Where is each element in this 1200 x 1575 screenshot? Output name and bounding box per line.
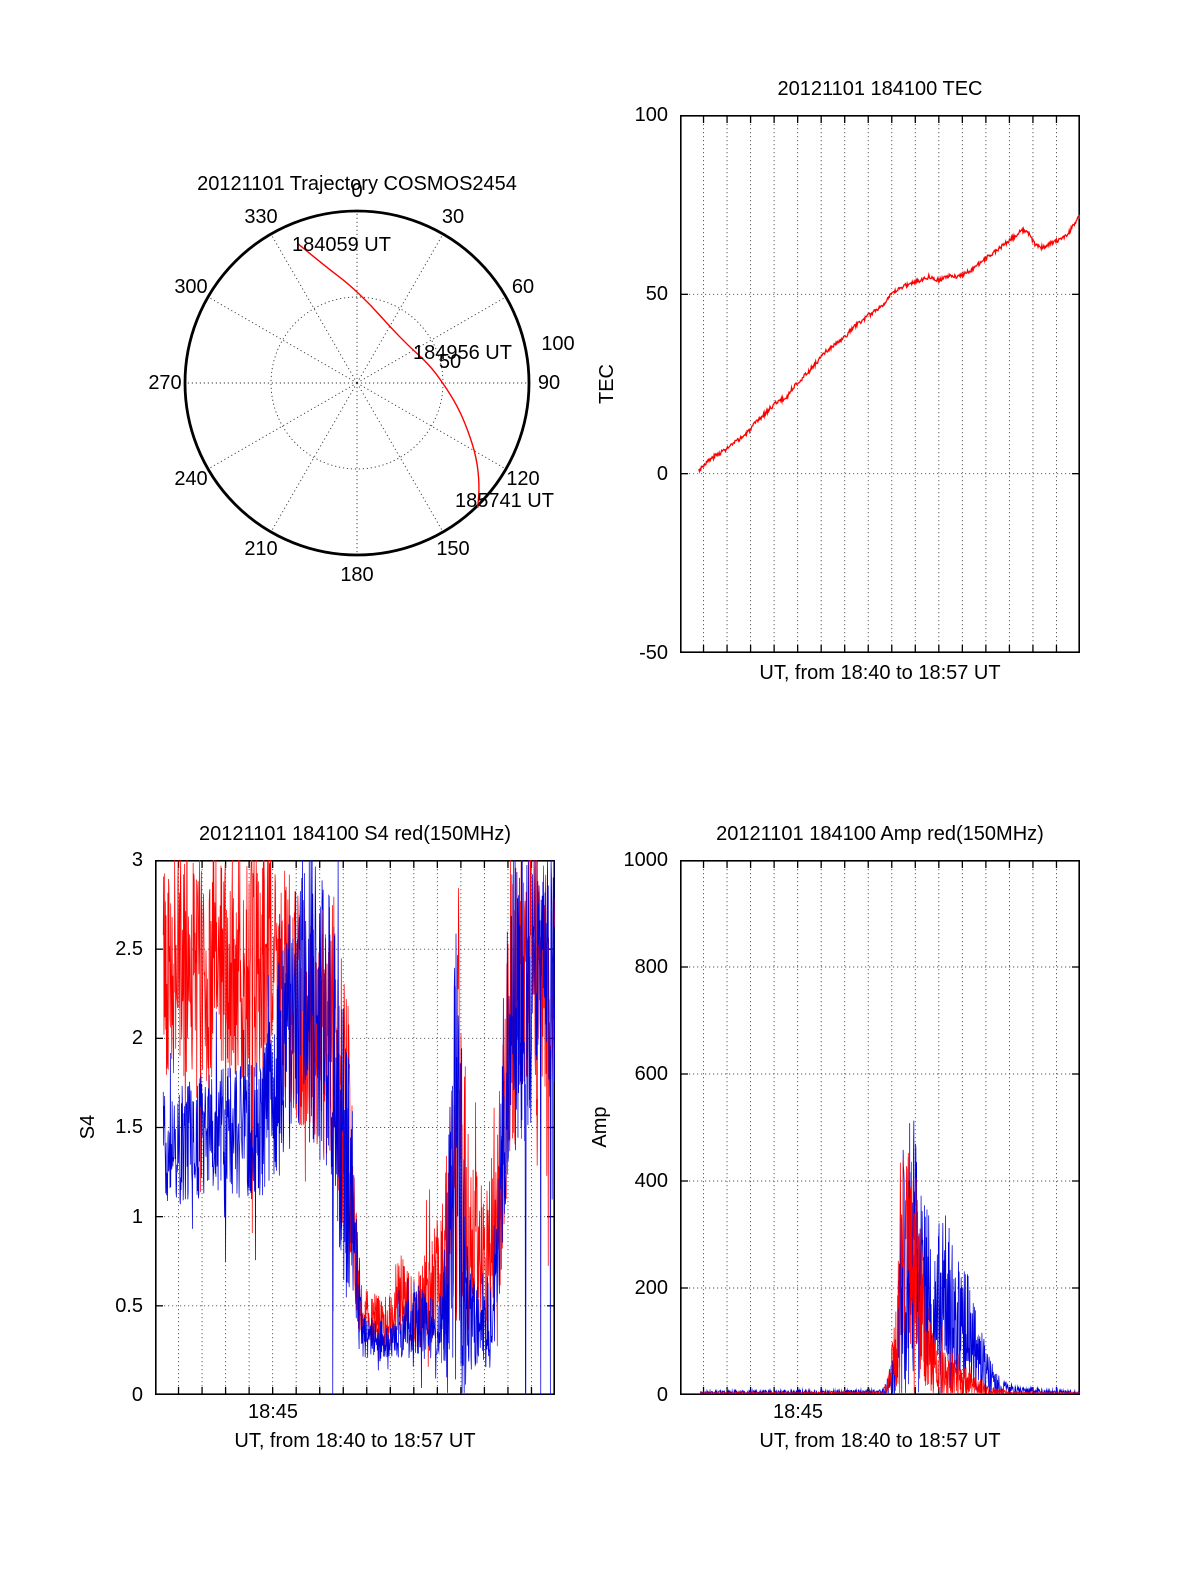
tec-ytick-neg50: -50 bbox=[639, 642, 668, 664]
polar-azimuth-label-120: 120 bbox=[506, 468, 540, 490]
tec-ylabel: TEC bbox=[596, 364, 618, 404]
amp-ytick-600: 600 bbox=[634, 1063, 668, 1085]
polar-azimuth-label-180: 180 bbox=[340, 564, 374, 586]
trajectory-annotation-mid: 184956 UT bbox=[413, 342, 512, 364]
polar-azimuth-label-60: 60 bbox=[511, 276, 535, 298]
tec-canvas bbox=[680, 115, 1080, 653]
s4-ytick-1_5: 1.5 bbox=[115, 1116, 143, 1138]
polar-azimuth-label-270: 270 bbox=[148, 372, 182, 394]
tec-ytick-100: 100 bbox=[634, 104, 668, 126]
s4-xlabel: UT, from 18:40 to 18:57 UT bbox=[234, 1430, 476, 1452]
s4-ytick-1: 1 bbox=[131, 1206, 143, 1228]
s4-canvas bbox=[155, 860, 555, 1395]
polar-azimuth-label-210: 210 bbox=[244, 538, 278, 560]
trajectory-annotation-start: 184059 UT bbox=[292, 234, 391, 256]
amp-xlabel: UT, from 18:40 to 18:57 UT bbox=[759, 1430, 1001, 1452]
amp-ylabel: Amp bbox=[589, 1106, 611, 1148]
tec-ytick-50: 50 bbox=[645, 283, 668, 305]
amp-ytick-0: 0 bbox=[656, 1384, 668, 1406]
tec-ytick-0: 0 bbox=[656, 463, 668, 485]
polar-radial-label-50: 50 bbox=[438, 351, 462, 373]
s4-xtick-1845: 18:45 bbox=[247, 1401, 299, 1423]
amp-ytick-400: 400 bbox=[634, 1170, 668, 1192]
amp-ytick-800: 800 bbox=[634, 956, 668, 978]
s4-title: 20121101 184100 S4 red(150MHz) bbox=[198, 823, 512, 845]
polar-azimuth-label-30: 30 bbox=[441, 206, 465, 228]
polar-azimuth-label-150: 150 bbox=[436, 538, 470, 560]
trajectory-polar-canvas bbox=[157, 183, 557, 583]
polar-azimuth-label-330: 330 bbox=[244, 206, 278, 228]
tec-title: 20121101 184100 TEC bbox=[777, 78, 983, 100]
polar-azimuth-label-0: 0 bbox=[351, 180, 363, 202]
amp-ytick-200: 200 bbox=[634, 1277, 668, 1299]
s4-ytick-3: 3 bbox=[131, 849, 143, 871]
s4-ytick-0: 0 bbox=[131, 1384, 143, 1406]
amp-canvas bbox=[680, 860, 1080, 1395]
s4-ytick-0_5: 0.5 bbox=[115, 1295, 143, 1317]
trajectory-annotation-end: 185741 UT bbox=[455, 490, 554, 512]
s4-ytick-2: 2 bbox=[131, 1027, 143, 1049]
polar-azimuth-label-300: 300 bbox=[174, 276, 208, 298]
amp-xtick-1845: 18:45 bbox=[772, 1401, 824, 1423]
amp-ytick-1000: 1000 bbox=[623, 849, 669, 871]
polar-radial-label-100: 100 bbox=[541, 333, 575, 355]
s4-ytick-2_5: 2.5 bbox=[115, 938, 143, 960]
s4-ylabel: S4 bbox=[77, 1114, 99, 1140]
amp-title: 20121101 184100 Amp red(150MHz) bbox=[716, 823, 1044, 845]
polar-azimuth-label-240: 240 bbox=[174, 468, 208, 490]
polar-azimuth-label-90: 90 bbox=[537, 372, 561, 394]
tec-xlabel: UT, from 18:40 to 18:57 UT bbox=[759, 662, 1001, 684]
